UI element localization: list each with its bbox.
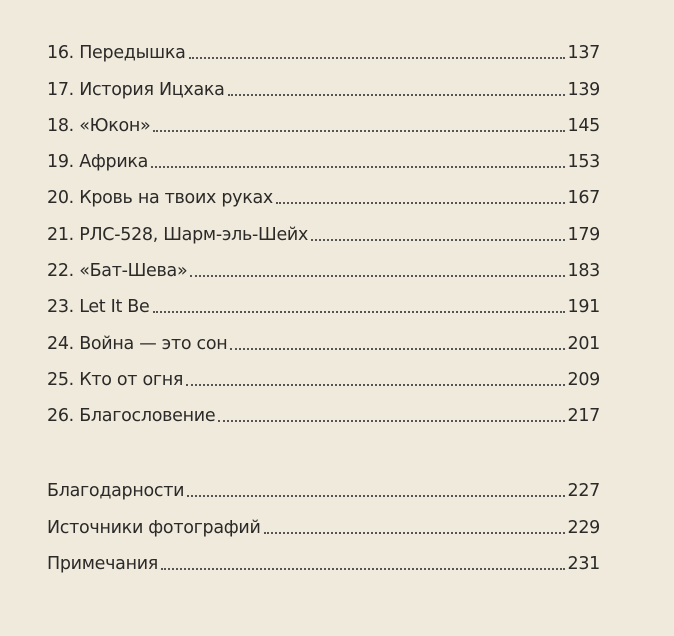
entry-page: 153 xyxy=(567,152,600,173)
dot-leader xyxy=(153,129,566,132)
entry-title: 21. РЛС-528, Шарм-эль-Шейх xyxy=(47,224,309,245)
toc-entry: 21. РЛС-528, Шарм-эль-Шейх 179 xyxy=(47,209,600,245)
toc-entry: Примечания 231 xyxy=(47,539,600,575)
entry-page: 139 xyxy=(567,79,600,100)
dot-leader xyxy=(186,383,566,386)
dot-leader xyxy=(218,420,566,423)
entry-title: 19. Африка xyxy=(47,152,149,173)
toc-entry: 17. История Ицхака 139 xyxy=(47,64,600,100)
dot-leader xyxy=(161,567,566,570)
entry-page: 145 xyxy=(567,115,600,136)
entry-page: 229 xyxy=(567,517,600,538)
entry-title: 24. Война — это сон xyxy=(47,333,228,354)
toc-entry: 16. Передышка 137 xyxy=(47,28,600,64)
entry-title: Примечания xyxy=(47,553,159,574)
dot-leader xyxy=(187,495,566,498)
entry-title: 23. Let It Be xyxy=(47,297,150,318)
entry-title: 25. Кто от огня xyxy=(47,369,184,390)
dot-leader xyxy=(263,531,566,534)
entry-page: 167 xyxy=(567,188,600,209)
chapters-list: 16. Передышка 137 17. История Ицхака 139 18.… xyxy=(47,28,600,427)
dot-leader xyxy=(311,238,566,241)
entry-title: Источники фотографий xyxy=(47,517,261,538)
entry-title: 26. Благословение xyxy=(47,406,216,427)
toc-entry: Благодарности 227 xyxy=(47,466,600,502)
entry-page: 217 xyxy=(567,406,600,427)
entry-page: 231 xyxy=(567,553,600,574)
entry-page: 209 xyxy=(567,369,600,390)
entry-page: 191 xyxy=(567,297,600,318)
toc-entry: 18. «Юкон» 145 xyxy=(47,101,600,137)
entry-page: 227 xyxy=(567,481,600,502)
dot-leader xyxy=(151,166,566,169)
toc-entry: 20. Кровь на твоих руках 167 xyxy=(47,173,600,209)
entry-title: 16. Передышка xyxy=(47,43,186,64)
dot-leader xyxy=(190,275,566,278)
toc-entry: 26. Благословение 217 xyxy=(47,391,600,427)
toc-entry: 23. Let It Be 191 xyxy=(47,282,600,318)
toc-entry: 22. «Бат-Шева» 183 xyxy=(47,246,600,282)
entry-page: 179 xyxy=(567,224,600,245)
toc-entry: Источники фотографий 229 xyxy=(47,502,600,538)
dot-leader xyxy=(275,202,566,205)
back-matter-list: Благодарности 227 Источники фотографий 229 П… xyxy=(47,466,600,575)
dot-leader xyxy=(152,311,566,314)
entry-page: 183 xyxy=(567,261,600,282)
dot-leader xyxy=(188,57,566,60)
entry-title: 18. «Юкон» xyxy=(47,115,151,136)
entry-title: 17. История Ицхака xyxy=(47,79,225,100)
dot-leader xyxy=(227,93,566,96)
entry-title: 20. Кровь на твоих руках xyxy=(47,188,273,209)
dot-leader xyxy=(230,347,566,350)
toc-entry: 19. Африка 153 xyxy=(47,137,600,173)
toc-entry: 24. Война — это сон 201 xyxy=(47,318,600,354)
entry-title: Благодарности xyxy=(47,481,185,502)
toc-entry: 25. Кто от огня 209 xyxy=(47,355,600,391)
entry-title: 22. «Бат-Шева» xyxy=(47,261,188,282)
entry-page: 137 xyxy=(567,43,600,64)
entry-page: 201 xyxy=(567,333,600,354)
